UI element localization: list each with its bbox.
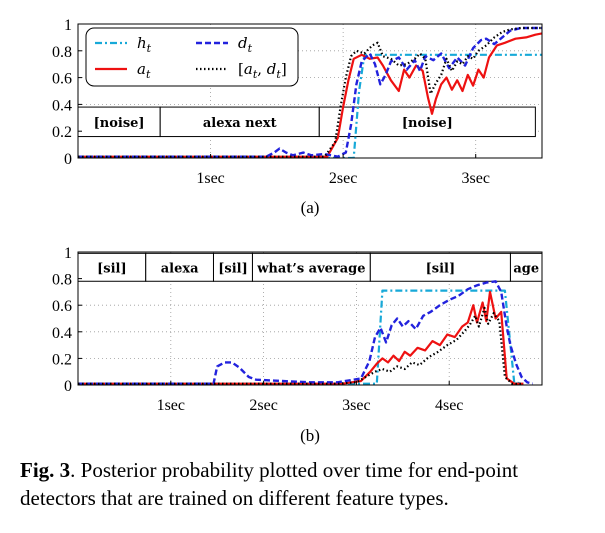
segment-label: [sil] [218,261,248,276]
subfigure-label: (a) [301,198,320,217]
segment-box [318,106,536,138]
segment-box [251,252,371,282]
figure-canvas: [noise] alexa next [noise] 0 0.2 0.4 0.6 0.8 1 1s… [52,17,543,445]
y-axis: 0 0.2 0.4 0.6 0.8 1 [52,245,82,395]
segment-box [159,106,320,138]
segment-box [369,252,511,282]
segment-label: [sil] [426,261,456,276]
segment-band: [noise] alexa next [noise] [77,106,536,138]
y-tick-label: 0.2 [52,124,72,141]
series-line-a [78,32,542,158]
y-tick-label: 0.4 [52,325,72,342]
x-tick-label: 2sec [249,397,277,414]
segment-band: [sil] alexa [sil] what’s average [sil] age [77,252,543,282]
segment-label: [sil] [97,261,127,276]
x-axis: 1sec 2sec 3sec [196,154,490,187]
subfigure-label: (b) [300,426,320,445]
legend-label-h: ht [137,34,152,55]
plot-frame [77,23,543,159]
x-tick-label: 3sec [342,397,370,414]
segment-label: age [513,261,539,276]
series-line-ad [78,26,542,158]
plot-a: [noise] alexa next [noise] 0 0.2 0.4 0.6 0.8 1 1s… [52,17,543,217]
plot-b: [sil] alexa [sil] what’s average [sil] age 0 0.… [52,245,543,445]
segment-box [77,252,147,282]
series-line-d [78,280,533,385]
y-tick-label: 0 [64,378,72,395]
figure-caption: Fig. 3. Posterior probability plotted ov… [20,456,585,512]
x-tick-label: 3sec [461,170,489,187]
series-line-h [78,53,542,158]
series-line-h [78,289,524,385]
legend: ht dt at [at, dt] [85,27,299,87]
series-group [78,280,533,385]
segment-label: what’s average [256,261,365,276]
x-tick-label: 2sec [329,170,357,187]
legend-label-a: at [137,60,151,81]
y-tick-label: 0.8 [52,44,72,61]
segment-box [77,106,161,138]
legend-label-ad: [at, dt] [238,60,287,81]
y-tick-label: 0 [64,151,72,168]
plot-frame [77,251,543,386]
legend-label-d: dt [238,34,253,55]
segment-label: [noise] [94,116,145,131]
series-line-a [78,290,524,385]
y-axis: 0 0.2 0.4 0.6 0.8 1 [52,17,82,168]
y-tick-label: 1 [64,245,72,262]
x-tick-label: 1sec [196,170,224,187]
legend-box [85,27,299,87]
series-group [78,26,542,158]
y-tick-label: 1 [64,17,72,34]
series-line-d [78,26,542,158]
caption-text: . Posterior probability plotted over tim… [20,458,519,510]
x-tick-label: 4sec [435,397,463,414]
y-tick-label: 0.6 [52,298,72,315]
y-tick-label: 0.6 [52,71,72,88]
x-axis: 1sec 2sec 3sec 4sec [157,381,463,414]
segment-label: alexa next [203,116,277,131]
segment-label: [noise] [402,116,453,131]
segment-box [212,252,253,282]
series-line-ad [78,306,524,385]
y-tick-label: 0.8 [52,272,72,289]
y-tick-label: 0.4 [52,97,72,114]
segment-box [509,252,543,282]
segment-label: alexa [161,261,199,276]
x-tick-label: 1sec [157,397,185,414]
caption-label: Fig. 3 [20,458,71,482]
y-tick-label: 0.2 [52,351,72,368]
